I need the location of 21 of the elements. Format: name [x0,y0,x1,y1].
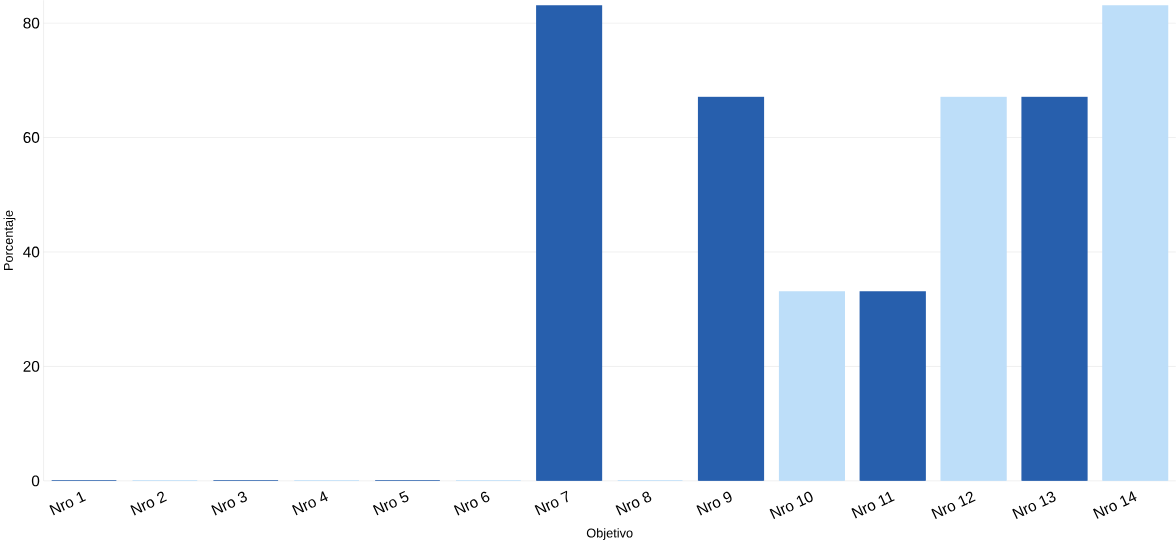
x-tick-label: Nro 5 [372,491,409,516]
x-tick-label: Nro 9 [696,492,732,516]
x-tick-label: Nro 2 [130,491,167,516]
x-tick-label: Nro 1 [49,492,86,516]
x-tick-label: Nro 3 [211,491,247,516]
y-tick-label: 60 [23,132,40,144]
x-axis-title: Objetivo [586,528,633,541]
x-tick-label: Nro 8 [615,491,652,516]
x-tick-label: Nro 6 [453,491,490,516]
y-tick-label: 0 [31,475,40,487]
x-tick-label: Nro 14 [1092,491,1137,520]
x-tick-label: Nro 13 [1012,491,1056,520]
x-tick-label: Nro 7 [534,490,568,516]
x-tick-label: Nro 11 [851,492,895,519]
y-tick-label: 20 [23,361,40,373]
y-axis-title: Porcentaje [3,210,16,271]
x-tick-label: Nro 10 [769,492,813,520]
x-tick-label: Nro 12 [931,491,976,520]
y-tick-label: 80 [23,17,40,29]
y-tick-label: 40 [23,246,40,258]
x-tick-label: Nro 4 [291,491,328,516]
